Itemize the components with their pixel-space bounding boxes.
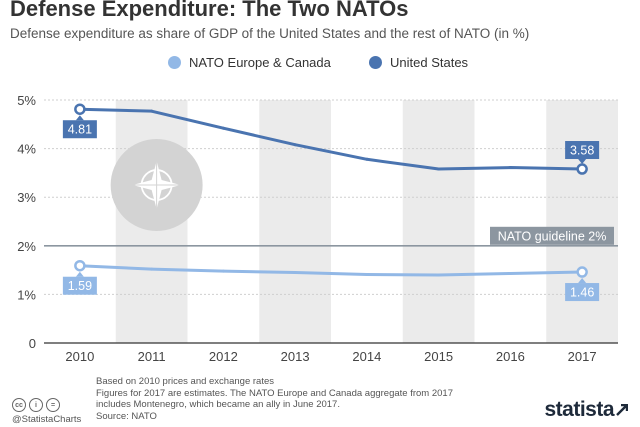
line-chart: 0 1% 2% 3% 4% 5% 2010 2011 2012 2013 2014 2015 2016 2… [17, 93, 618, 364]
nato-compass-lines [132, 161, 181, 210]
data-point-united-states [293, 143, 297, 147]
data-label-box [565, 283, 600, 302]
x-tick-label: 2010 [65, 349, 94, 364]
reference-line-label: NATO guideline 2% [498, 229, 607, 243]
x-tick-label: 2015 [424, 349, 453, 364]
license-icons: cc i = [12, 398, 60, 412]
data-point-nato-europe-canada [221, 269, 225, 273]
data-point-nato-europe-canada [293, 271, 297, 275]
data-label: 4.81 [68, 123, 92, 137]
data-point-united-states [437, 167, 441, 171]
y-tick-label: 5% [17, 93, 36, 108]
data-label-pointer [578, 159, 587, 165]
note-line: Based on 2010 prices and exchange rates [96, 376, 274, 387]
legend: NATO Europe & Canada United States [0, 55, 640, 75]
y-tick-label: 0 [29, 336, 36, 351]
data-point-nato-europe-canada [437, 273, 441, 277]
y-tick-label: 2% [17, 239, 36, 254]
data-point-nato-europe-canada [508, 272, 512, 276]
data-label-box [565, 141, 600, 160]
chart-title: Defense Expenditure: The Two NATOs [10, 0, 409, 21]
x-tick-label: 2014 [352, 349, 381, 364]
column-band [259, 100, 331, 343]
note-line: includes Montenegro, which became an all… [96, 399, 340, 411]
twitter-handle: @StatistaCharts [12, 414, 82, 425]
legend-label: United States [390, 55, 469, 70]
creative-commons-icon: cc [12, 398, 26, 412]
legend-swatch-nato-europe-canada [168, 56, 181, 69]
legend-swatch-united-states [369, 56, 382, 69]
legend-item-nato-europe-canada: NATO Europe & Canada [168, 55, 331, 70]
data-label: 3.58 [570, 144, 594, 158]
statista-logo[interactable]: statista [544, 398, 628, 422]
x-tick-label: 2016 [496, 349, 525, 364]
data-point-united-states [576, 163, 588, 175]
data-label-pointer [578, 278, 587, 284]
data-point-united-states [74, 103, 86, 115]
y-tick-label: 3% [17, 190, 36, 205]
legend-item-united-states: United States [369, 55, 468, 70]
column-band [402, 100, 475, 343]
y-tick-label: 4% [17, 142, 36, 157]
data-point-nato-europe-canada [365, 272, 369, 276]
series-line-united-states [79, 107, 583, 171]
data-label: 1.59 [68, 279, 92, 293]
footer-notes: Based on 2010 prices and exchange rates … [96, 376, 453, 422]
data-point-nato-europe-canada [576, 266, 588, 278]
attribution-icon: i [29, 398, 43, 412]
data-point-nato-europe-canada [74, 259, 86, 272]
no-derivatives-icon: = [46, 398, 60, 412]
data-point-united-states [150, 109, 154, 113]
note-line: Figures for 2017 are estimates. The NATO… [96, 387, 453, 399]
x-tick-label: 2013 [281, 349, 310, 364]
logo-mark-icon [616, 404, 628, 416]
data-label-box [62, 276, 97, 295]
data-point-united-states [221, 126, 225, 130]
source-line: Source: NATO [96, 410, 157, 422]
x-tick-label: 2011 [138, 349, 166, 364]
column-band [546, 100, 618, 343]
data-label-pointer [75, 271, 84, 277]
legend-label: NATO Europe & Canada [189, 55, 331, 70]
reference-line-label-box [490, 226, 614, 245]
x-tick-label: 2012 [209, 349, 238, 364]
data-point-united-states [365, 157, 369, 161]
series-line-nato-europe-canada [79, 264, 583, 277]
chart-subtitle: Defense expenditure as share of GDP of t… [10, 26, 530, 41]
data-point-united-states [508, 166, 512, 170]
data-label: 1.46 [570, 286, 594, 300]
brand-name: statista [544, 398, 614, 421]
data-label-box [62, 120, 97, 139]
y-tick-label: 1% [17, 287, 36, 302]
data-point-nato-europe-canada [150, 267, 154, 271]
data-label-pointer [75, 115, 84, 121]
x-tick-label: 2017 [568, 349, 597, 364]
